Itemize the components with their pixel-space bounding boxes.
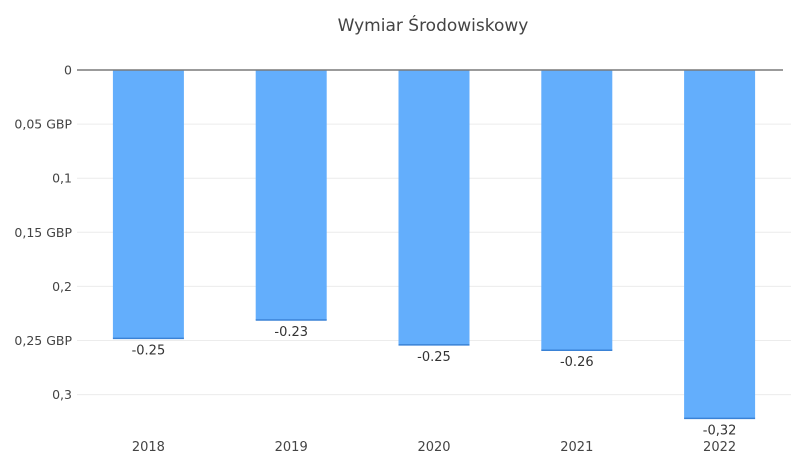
data-labels: -0.25 -0.23 -0.25 -0.26 -0,32: [132, 325, 737, 438]
chart-title: Wymiar Środowiskowy: [338, 14, 529, 36]
data-label: -0.25: [132, 343, 166, 358]
y-tick-label: 0,25 GBP: [14, 333, 72, 348]
bar: [398, 70, 470, 345]
y-tick-label: 0,3: [52, 387, 72, 402]
y-tick-label: 0,1: [52, 171, 72, 186]
x-tick-label: 2019: [275, 440, 308, 453]
y-tick-label: 0,2: [52, 279, 72, 294]
bar: [255, 70, 327, 320]
y-tick-label: 0,15 GBP: [14, 225, 72, 240]
bar: [541, 70, 613, 351]
y-axis-ticks: 0 0,05 GBP 0,1 0,15 GBP 0,2 0,25 GBP 0,3: [14, 63, 72, 403]
data-label: -0,32: [703, 423, 737, 438]
bar: [684, 70, 756, 419]
data-label: -0.23: [274, 325, 308, 340]
x-axis-ticks: 2018 2019 2020 2021 2022: [132, 440, 736, 453]
x-tick-label: 2022: [703, 440, 736, 453]
x-tick-label: 2020: [417, 440, 450, 453]
data-label: -0.25: [417, 350, 451, 365]
x-tick-label: 2018: [132, 440, 165, 453]
x-tick-label: 2021: [560, 440, 593, 453]
y-tick-label: 0: [64, 63, 72, 78]
data-label: -0.26: [560, 355, 594, 370]
y-tick-label: 0,05 GBP: [14, 117, 72, 132]
bars: [112, 70, 756, 420]
bar: [112, 70, 184, 339]
